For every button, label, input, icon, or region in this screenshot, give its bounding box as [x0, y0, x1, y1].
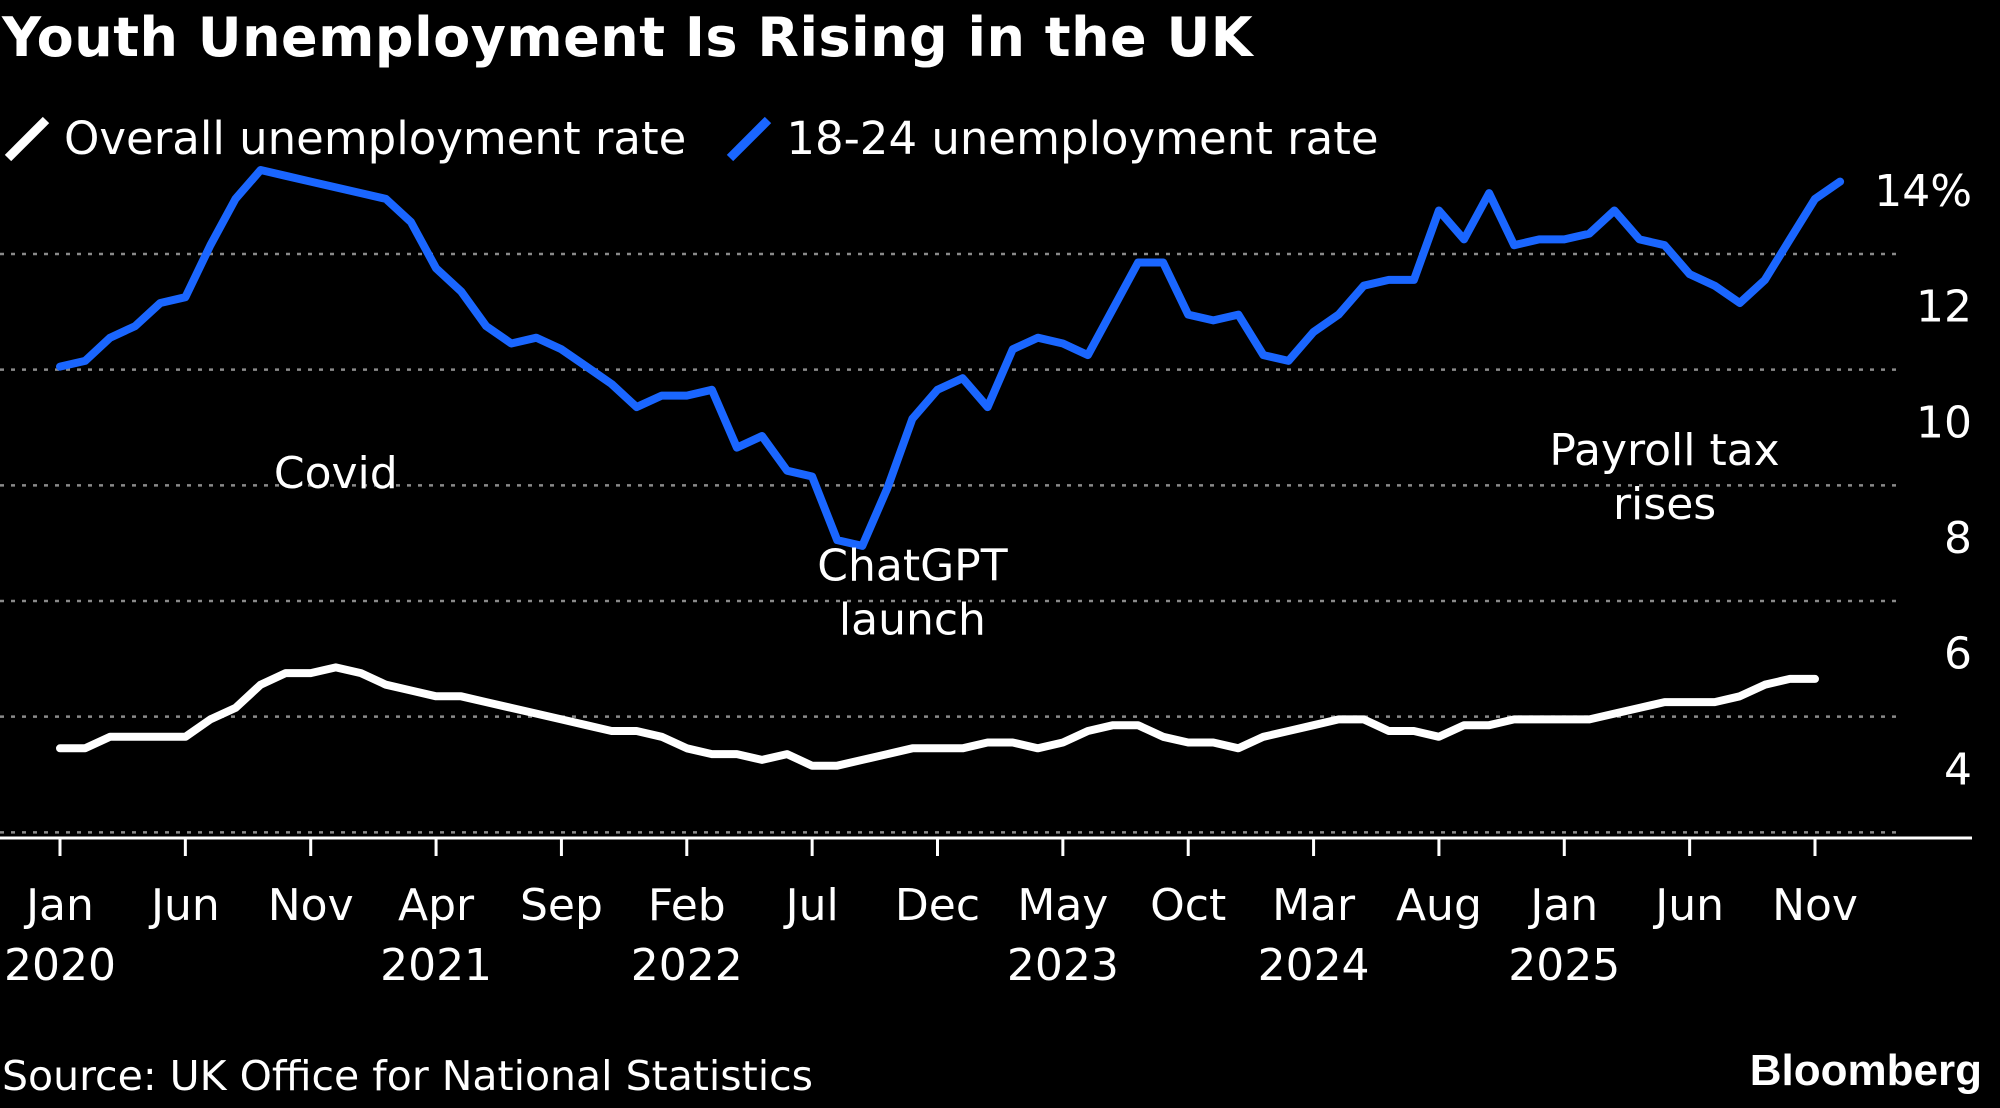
- y-tick-label: 4: [1944, 744, 1972, 795]
- x-tick-label: Jan: [1527, 880, 1598, 931]
- line-chart: 14% 12 10 8 6 4 Jan 2020 Jun Nov Apr 2021 Sep Feb 2022…: [0, 166, 1972, 991]
- x-tick-label: Nov: [1772, 880, 1858, 931]
- legend-label-overall: Overall unemployment rate: [64, 112, 687, 165]
- x-tick-label: Oct: [1150, 880, 1226, 931]
- annotation-label: ChatGPT: [817, 541, 1007, 592]
- y-tick-label: 12: [1916, 282, 1972, 333]
- legend-item-youth: 18-24 unemployment rate: [724, 112, 1379, 165]
- legend-swatch-youth: [727, 116, 772, 161]
- x-tick-year-label: 2023: [1007, 940, 1119, 991]
- x-tick-year-label: 2025: [1508, 940, 1620, 991]
- x-tick-label: Jun: [1652, 880, 1724, 931]
- x-tick-label: May: [1017, 880, 1108, 931]
- x-tick-label: Feb: [648, 880, 726, 931]
- x-tick-label: Jan: [23, 880, 94, 931]
- x-tick-label: Jun: [148, 880, 220, 931]
- y-tick-label: 14%: [1874, 166, 1972, 217]
- y-tick-label: 6: [1944, 629, 1972, 680]
- x-tick-label: Dec: [895, 880, 980, 931]
- source-note: Source: UK Office for National Statistic…: [2, 1052, 814, 1100]
- legend-item-overall: Overall unemployment rate: [2, 112, 686, 165]
- x-tick-label: Mar: [1272, 880, 1356, 931]
- legend-label-youth: 18-24 unemployment rate: [786, 112, 1379, 165]
- x-tick-label: Jul: [783, 880, 839, 931]
- y-tick-label: 8: [1944, 513, 1972, 564]
- x-tick-year-label: 2020: [4, 940, 116, 991]
- series-line-youth: [56, 166, 1845, 550]
- annotation-label: rises: [1613, 479, 1716, 530]
- chart-title: Youth Unemployment Is Rising in the UK: [2, 6, 1254, 69]
- legend: Overall unemployment rate 18-24 unemploy…: [2, 112, 1417, 165]
- x-tick-year-label: 2022: [631, 940, 743, 991]
- x-tick-label: Nov: [268, 880, 354, 931]
- annotation-label: Covid: [274, 448, 398, 499]
- x-tick-year-label: 2021: [380, 940, 492, 991]
- y-tick-label: 10: [1916, 397, 1972, 448]
- x-tick-label: Aug: [1396, 880, 1482, 931]
- annotation-label: launch: [839, 595, 986, 646]
- series-line-overall: [56, 663, 1819, 770]
- brand-logo: Bloomberg: [1749, 1046, 1982, 1095]
- x-tick-label: Apr: [398, 880, 475, 931]
- annotation-label: Payroll tax: [1549, 425, 1779, 476]
- legend-swatch-overall: [4, 116, 50, 161]
- x-tick-label: Sep: [520, 880, 603, 931]
- x-tick-year-label: 2024: [1258, 940, 1370, 991]
